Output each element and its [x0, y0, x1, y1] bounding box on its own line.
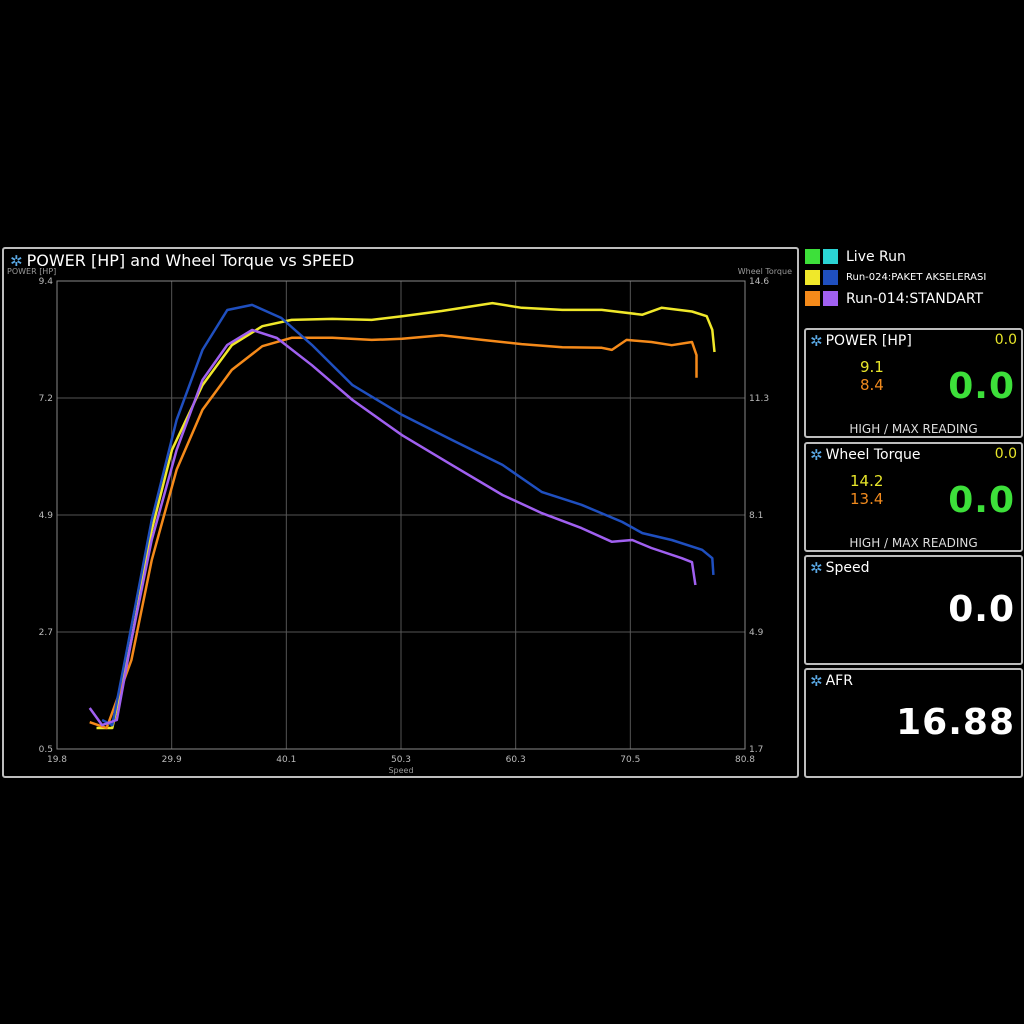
legend: Live Run Run-024:PAKET AKSELERASI Run-014:… [805, 246, 1024, 309]
legend-item[interactable]: Run-014:STANDART [805, 288, 1024, 309]
gear-icon[interactable]: ✲ [810, 446, 823, 464]
legend-label: Run-024:PAKET AKSELERASI [846, 272, 987, 283]
gauge-value: 0.0 [948, 366, 1015, 407]
plot-frame [56, 280, 746, 750]
y-right-tick-label: 11.3 [749, 394, 769, 404]
y-left-tick-label: 9.4 [39, 277, 54, 287]
legend-swatch [823, 291, 838, 306]
x-tick-label: 40.1 [276, 755, 296, 765]
legend-swatch [805, 291, 820, 306]
max-reading: 8.4 [860, 376, 884, 394]
y-right-axis-label: Wheel Torque [738, 267, 792, 276]
chart-title: ✲ POWER [HP] and Wheel Torque vs SPEED [10, 251, 354, 270]
legend-swatch [823, 249, 838, 264]
y-left-tick-label: 2.7 [39, 628, 53, 638]
chart-title-text: POWER [HP] and Wheel Torque vs SPEED [26, 251, 355, 270]
x-tick-label: 19.8 [47, 755, 67, 765]
gear-icon[interactable]: ✲ [10, 251, 23, 270]
gauge-title: Speed [825, 560, 870, 576]
gauge-value: 0.0 [948, 480, 1015, 521]
series-line-power [96, 301, 716, 730]
plot-area: 19.8 29.9 40.1 50.3 60.3 70.5 80.8 9.4 14.6 7.2 11… [7, 267, 792, 775]
gauge-title: Wheel Torque [825, 447, 921, 463]
gauge-footer: HIGH / MAX READING [849, 422, 978, 436]
series-line-torque [101, 303, 715, 727]
live-small-value: 0.0 [994, 332, 1017, 348]
x-tick-label: 29.9 [162, 755, 182, 765]
legend-swatch [823, 270, 838, 285]
speed-gauge: ✲ Speed 0.0 [804, 555, 1023, 665]
high-reading: 9.1 [860, 358, 884, 376]
gear-icon[interactable]: ✲ [810, 672, 823, 690]
series-line-power [89, 333, 698, 730]
gauge-footer: HIGH / MAX READING [849, 536, 978, 550]
legend-swatch [805, 270, 820, 285]
gauge-title: POWER [HP] [825, 333, 912, 349]
gear-icon[interactable]: ✲ [810, 332, 823, 350]
gear-icon[interactable]: ✲ [810, 559, 823, 577]
y-left-tick-label: 0.5 [39, 745, 53, 755]
series-line-torque [88, 328, 697, 727]
y-right-tick-label: 1.7 [749, 745, 763, 755]
legend-label: Run-014:STANDART [846, 290, 984, 307]
y-left-tick-label: 7.2 [39, 394, 53, 404]
x-tick-label: 60.3 [506, 755, 526, 765]
chart-panel: ✲ POWER [HP] and Wheel Torque vs SPEED 1… [2, 247, 799, 778]
live-small-value: 0.0 [994, 446, 1017, 462]
high-reading: 14.2 [850, 472, 884, 490]
torque-gauge: ✲ Wheel Torque 0.0 14.2 13.4 0.0 HIGH / M… [804, 442, 1023, 552]
y-left-tick-label: 4.9 [39, 511, 54, 521]
y-right-tick-label: 14.6 [749, 277, 769, 287]
y-left-axis-label: POWER [HP] [7, 267, 56, 276]
legend-label: Live Run [846, 248, 906, 265]
afr-gauge: ✲ AFR 16.88 [804, 668, 1023, 778]
x-tick-label: 70.5 [620, 755, 640, 765]
power-gauge: ✲ POWER [HP] 0.0 9.1 8.4 0.0 HIGH / MAX R… [804, 328, 1023, 438]
x-axis-label: Speed [388, 766, 413, 775]
x-tick-label: 80.8 [735, 755, 755, 765]
x-tick-label: 50.3 [391, 755, 411, 765]
y-right-tick-label: 8.1 [749, 511, 763, 521]
legend-swatch [805, 249, 820, 264]
gauge-value: 0.0 [948, 589, 1015, 630]
legend-item[interactable]: Live Run [805, 246, 1024, 267]
y-right-tick-label: 4.9 [749, 628, 764, 638]
gauge-title: AFR [825, 673, 853, 689]
legend-item[interactable]: Run-024:PAKET AKSELERASI [805, 267, 1024, 288]
max-reading: 13.4 [850, 490, 884, 508]
gauge-value: 16.88 [896, 702, 1015, 743]
